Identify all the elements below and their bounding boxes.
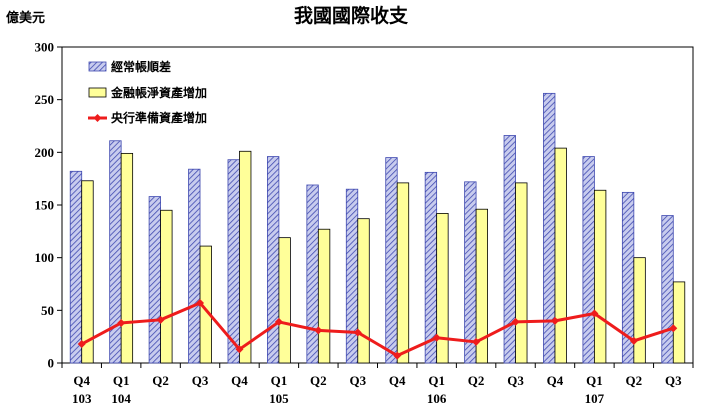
bar-financial-account bbox=[633, 257, 646, 364]
y-tick-label: 100 bbox=[35, 250, 55, 265]
bar-financial-account bbox=[554, 147, 567, 364]
x-year-label: 107 bbox=[585, 391, 605, 406]
bar-financial-account bbox=[160, 209, 173, 364]
x-tick-label: Q1 bbox=[428, 373, 445, 388]
line-point-reserve-assets bbox=[353, 328, 362, 337]
y-tick-label: 250 bbox=[35, 92, 55, 107]
bar-financial-account bbox=[594, 189, 607, 364]
bar-financial-account bbox=[475, 208, 488, 364]
bar-current-account bbox=[503, 135, 516, 364]
chart-title: 我國國際收支 bbox=[294, 4, 409, 27]
x-tick-label: Q4 bbox=[547, 373, 564, 388]
x-tick-label: Q3 bbox=[192, 373, 209, 388]
line-point-reserve-assets bbox=[117, 318, 126, 327]
bar-current-account bbox=[148, 196, 161, 364]
line-point-reserve-assets bbox=[235, 345, 244, 354]
legend-swatch-current-account bbox=[88, 61, 107, 72]
legend-swatch-financial-account bbox=[88, 87, 107, 98]
x-tick-label: Q2 bbox=[152, 373, 169, 388]
line-point-reserve-assets bbox=[314, 326, 323, 335]
y-tick-label: 0 bbox=[48, 356, 55, 371]
line-point-reserve-assets bbox=[274, 317, 283, 326]
unit-label: 億美元 bbox=[6, 10, 45, 26]
line-point-reserve-assets bbox=[432, 333, 441, 342]
bar-current-account bbox=[188, 168, 201, 364]
bar-current-account bbox=[661, 215, 674, 364]
y-tick-label: 200 bbox=[35, 145, 55, 160]
x-year-label: 106 bbox=[427, 391, 447, 406]
bar-financial-account bbox=[278, 237, 291, 364]
line-point-reserve-assets bbox=[472, 337, 481, 346]
x-tick-label: Q3 bbox=[349, 373, 366, 388]
bar-current-account bbox=[582, 156, 595, 364]
bar-current-account bbox=[227, 159, 240, 364]
line-point-reserve-assets bbox=[550, 316, 559, 325]
y-tick-label: 300 bbox=[35, 40, 55, 55]
bar-financial-account bbox=[81, 180, 94, 364]
bar-current-account bbox=[464, 181, 477, 364]
legend-label-financial-account: 金融帳淨資產增加 bbox=[110, 85, 207, 100]
line-point-reserve-assets bbox=[196, 298, 205, 307]
bar-financial-account bbox=[317, 228, 331, 364]
x-tick-label: Q4 bbox=[73, 373, 90, 388]
x-year-label: 105 bbox=[269, 391, 289, 406]
x-tick-label: Q2 bbox=[310, 373, 327, 388]
x-tick-label: Q1 bbox=[586, 373, 603, 388]
x-tick-label: Q2 bbox=[626, 373, 643, 388]
line-point-reserve-assets bbox=[629, 336, 638, 345]
x-tick-label: Q4 bbox=[231, 373, 248, 388]
bar-current-account bbox=[345, 188, 359, 364]
x-tick-label: Q3 bbox=[665, 373, 682, 388]
bar-financial-account bbox=[396, 182, 410, 364]
plot-area: 0 50 100 150 200 250 300 Q4 Q1 Q2 Q3 Q4 Q1 Q2 Q3 Q4 Q1 Q2… bbox=[35, 40, 694, 406]
y-tick-label: 150 bbox=[35, 198, 55, 213]
x-tick-label: Q1 bbox=[113, 373, 130, 388]
bar-financial-account bbox=[515, 182, 528, 364]
x-year-label: 104 bbox=[111, 391, 131, 406]
line-point-reserve-assets bbox=[590, 309, 599, 318]
x-tick-label: Q2 bbox=[468, 373, 485, 388]
bar-financial-account bbox=[672, 281, 686, 364]
line-point-reserve-assets bbox=[669, 324, 678, 333]
legend-label-reserve-assets: 央行準備資產增加 bbox=[111, 110, 207, 125]
bar-current-account bbox=[267, 156, 280, 364]
x-tick-label: Q4 bbox=[389, 373, 406, 388]
bar-current-account bbox=[69, 170, 83, 364]
bar-financial-account bbox=[357, 218, 370, 364]
x-tick-label: Q1 bbox=[271, 373, 288, 388]
x-tick-label: Q3 bbox=[507, 373, 524, 388]
line-point-reserve-assets bbox=[511, 317, 520, 326]
bar-financial-account bbox=[436, 213, 449, 364]
line-point-reserve-assets bbox=[393, 351, 402, 360]
x-year-label: 103 bbox=[72, 391, 92, 406]
y-tick-label: 50 bbox=[41, 303, 54, 318]
legend-label-current-account: 經常帳順差 bbox=[111, 59, 171, 74]
bar-current-account bbox=[385, 157, 398, 364]
bar-financial-account bbox=[239, 150, 252, 364]
bar-current-account bbox=[306, 184, 319, 364]
legend-marker-reserve-assets bbox=[93, 114, 102, 122]
line-reserve-assets bbox=[81, 301, 674, 358]
bar-financial-account bbox=[120, 152, 134, 364]
line-point-reserve-assets bbox=[156, 315, 165, 324]
bar-current-account bbox=[424, 171, 438, 364]
line-point-reserve-assets bbox=[77, 340, 86, 349]
